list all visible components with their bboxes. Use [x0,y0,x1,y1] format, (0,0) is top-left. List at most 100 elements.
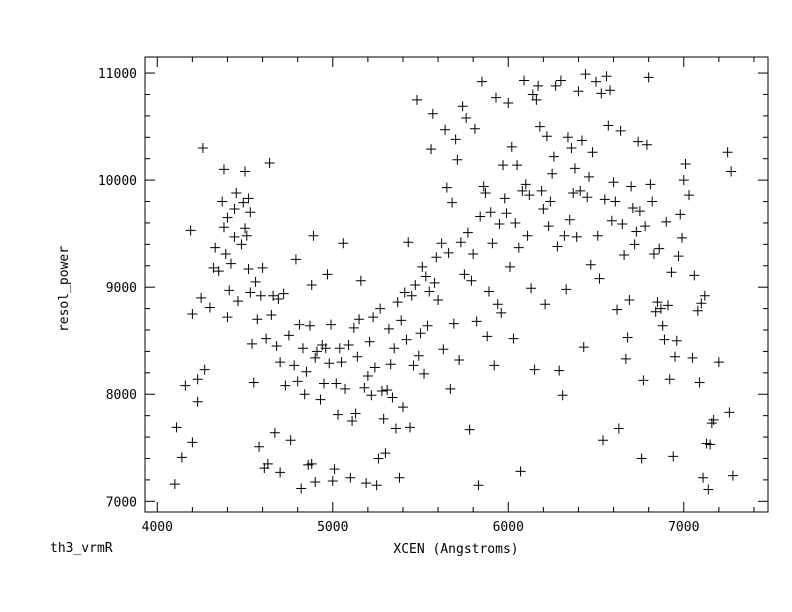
data-point-plus-marker [640,221,651,232]
y-tick-label: 9000 [106,281,137,296]
data-point-plus-marker [499,193,510,204]
data-point-plus-marker [575,185,586,196]
data-point-plus-marker [378,413,389,424]
data-point-plus-marker [608,177,619,188]
x-tick-label: 5000 [317,520,348,535]
data-point-plus-marker [311,346,322,357]
data-point-plus-marker [301,366,312,377]
data-point-plus-marker [322,269,333,280]
data-point-plus-marker [394,472,405,483]
data-point-plus-marker [410,280,421,291]
data-point-plus-marker [713,357,724,368]
data-point-plus-marker [578,342,589,353]
data-point-plus-marker [245,207,256,218]
data-point-plus-marker [487,238,498,249]
data-point-plus-marker [192,374,203,385]
data-point-plus-marker [406,290,417,301]
data-point-plus-marker [345,472,356,483]
data-point-plus-marker [634,206,645,217]
data-point-plus-marker [617,219,628,230]
data-point-plus-marker [375,303,386,314]
data-point-plus-marker [429,277,440,288]
data-point-plus-marker [722,147,733,158]
data-point-plus-marker [666,267,677,278]
data-point-plus-marker [661,216,672,227]
data-point-plus-marker [480,187,491,198]
data-point-plus-marker [508,333,519,344]
x-tick-label: 7000 [668,520,699,535]
data-point-plus-marker [296,483,307,494]
data-point-plus-marker [169,479,180,490]
data-point-plus-marker [638,375,649,386]
data-point-plus-marker [592,230,603,241]
data-point-plus-marker [457,101,468,112]
data-point-plus-marker [619,250,630,261]
data-point-plus-marker [694,377,705,388]
data-point-plus-marker [218,222,229,233]
data-point-plus-marker [220,248,231,259]
data-point-plus-marker [187,437,198,448]
data-point-plus-marker [615,125,626,136]
data-point-plus-marker [550,80,561,91]
data-point-plus-marker [671,335,682,346]
data-point-plus-marker [252,314,263,325]
data-point-plus-marker [468,248,479,259]
data-point-plus-marker [390,423,401,434]
data-point-plus-marker [478,181,489,192]
data-point-plus-marker [412,94,423,105]
data-point-plus-marker [336,357,347,368]
data-point-plus-marker [217,196,228,207]
data-point-plus-marker [571,231,582,242]
data-point-plus-marker [655,303,666,314]
data-point-plus-marker [483,286,494,297]
data-point-plus-marker [397,402,408,413]
data-point-plus-marker [582,192,593,203]
data-point-plus-marker [369,362,380,373]
data-point-plus-marker [450,134,461,145]
data-point-plus-marker [698,472,709,483]
data-point-plus-marker [727,470,738,481]
data-point-plus-marker [705,439,716,450]
data-point-plus-marker [222,212,233,223]
data-point-plus-marker [236,239,247,250]
data-point-plus-marker [231,187,242,198]
data-point-plus-marker [536,185,547,196]
data-point-plus-marker [492,299,503,310]
data-point-plus-marker [347,416,358,426]
data-point-plus-marker [248,377,259,388]
data-point-plus-marker [503,98,514,109]
data-point-plus-marker [678,175,689,186]
data-point-plus-marker [273,293,284,304]
data-point-plus-marker [326,319,337,330]
data-point-plus-marker [413,350,424,361]
data-point-plus-marker [496,307,507,318]
data-point-plus-marker [568,187,579,198]
x-axis-label: XCEN (Angstroms) [393,542,518,557]
data-point-plus-marker [315,394,326,405]
data-point-plus-marker [726,166,737,177]
data-point-plus-marker [422,320,433,331]
data-point-plus-marker [598,435,609,446]
data-point-plus-marker [599,194,610,205]
data-point-plus-marker [510,217,521,228]
plot-frame [144,56,769,513]
data-point-plus-marker [187,308,198,319]
data-point-plus-marker [283,330,294,341]
data-point-plus-marker [461,113,472,124]
data-point-plus-marker [424,286,435,297]
data-point-plus-marker [515,466,526,477]
data-point-plus-marker [438,344,449,355]
data-point-plus-marker [462,227,473,238]
y-tick-label: 8000 [106,388,137,403]
data-point-plus-marker [401,334,412,345]
data-point-plus-marker [238,197,249,208]
data-point-plus-marker [392,297,403,308]
data-point-plus-marker [192,396,203,407]
data-point-plus-marker [308,230,319,241]
data-point-plus-marker [541,131,552,142]
data-point-plus-marker [464,424,475,435]
data-point-plus-marker [320,343,331,354]
data-point-plus-marker [654,243,665,254]
data-point-plus-marker [455,237,466,248]
data-point-plus-marker [247,338,258,349]
